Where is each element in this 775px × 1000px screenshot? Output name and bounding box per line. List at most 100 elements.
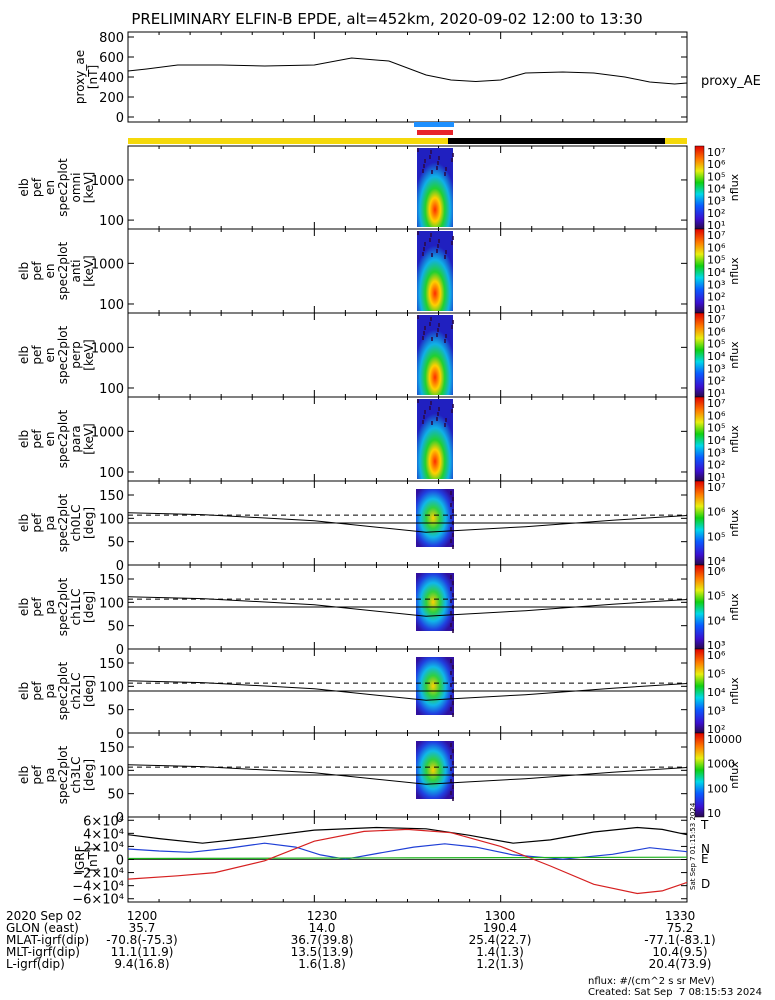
- spectrogram-data: [417, 148, 453, 227]
- colorbar-tick-label: 10⁶: [707, 241, 726, 254]
- spectrogram-speckle: [444, 423, 446, 427]
- colorbar-tick-label: 10⁶: [707, 409, 726, 422]
- colorbar-tick-label: 10³: [707, 639, 725, 652]
- spectrogram-speckle: [423, 331, 425, 335]
- footer-row-label: MLT-igrf(dip): [6, 945, 80, 959]
- footer-row-value: -70.8(-75.3): [106, 933, 178, 947]
- spectrogram-speckle: [444, 172, 446, 176]
- footer-row-value: -77.1(-83.1): [644, 933, 716, 947]
- y-axis-label-line: pef: [30, 261, 44, 281]
- panel-pa_spec2plot_ch1LC: 0 50 100 150 elb pef pa spec2plot ch1LC [deg] 10⁶ 1…: [17, 564, 741, 658]
- colorbar-label: nflux: [728, 761, 741, 789]
- spectrogram-speckle: [450, 491, 452, 495]
- spectrogram-speckle: [452, 665, 454, 669]
- y-axis-label-line: [keV]: [82, 339, 96, 370]
- footer-ephemeris: 2020 Sep 02 1200 1230 1300 1330 GLON (east) 35…: [0, 910, 775, 982]
- colorbar: [694, 564, 705, 650]
- colorbar-label: nflux: [728, 341, 741, 369]
- colorbar-tick-label: 10⁶: [707, 649, 726, 662]
- spectrogram-speckle: [430, 150, 432, 154]
- y-tick-label: 0: [116, 727, 124, 742]
- footer-row-label: MLAT-igrf(dip): [6, 933, 90, 947]
- footer-row-value: 20.4(73.9): [648, 957, 712, 971]
- spectrogram-speckle: [451, 241, 453, 245]
- colorbar-label: nflux: [728, 425, 741, 453]
- science-zone-bar-blue: [414, 122, 454, 127]
- colorbar-tick-label: 10¹: [707, 219, 725, 232]
- colorbar: [694, 228, 705, 314]
- colorbar-tick-label: 10⁵: [707, 530, 725, 543]
- spectrogram-speckle: [436, 166, 438, 170]
- spectrogram-speckle: [445, 418, 447, 422]
- footer-row: MLT-igrf(dip) 11.1(11.9) 13.5(13.9) 1.4(1.3…: [0, 946, 775, 958]
- spectrogram-speckle: [450, 527, 452, 531]
- colorbar-label: nflux: [728, 509, 741, 537]
- spectrogram-speckle: [422, 169, 424, 173]
- spectrogram-speckle: [452, 749, 454, 753]
- footer-row-label: L-igrf(dip): [6, 957, 65, 971]
- spectrogram-speckle: [430, 233, 432, 237]
- colorbar-tick-label: 10¹: [707, 387, 725, 400]
- colorbar-label: nflux: [728, 677, 741, 705]
- footer-row-value: 1.6(1.8): [298, 957, 346, 971]
- colorbar-tick-label: 10²: [707, 207, 725, 220]
- spectrogram-speckle: [417, 399, 419, 403]
- y-axis-label-line: para: [69, 425, 83, 452]
- y-axis-label-line: elb: [17, 682, 31, 700]
- spectrogram-speckle: [452, 545, 454, 549]
- spectrogram-speckle: [417, 148, 419, 152]
- spectrogram-speckle: [437, 244, 439, 248]
- y-tick-label: −6×10⁴: [72, 893, 124, 908]
- y-tick-label: 1000: [91, 425, 124, 440]
- spectrogram-speckle: [452, 533, 454, 537]
- colorbar-tick-label: 10⁶: [707, 158, 726, 171]
- spectrogram-speckle: [424, 242, 426, 246]
- footer-row: 2020 Sep 02 1200 1230 1300 1330: [0, 910, 775, 922]
- colorbar-tick-label: 10⁴: [707, 350, 726, 363]
- y-axis-label-line: [nT]: [86, 65, 100, 89]
- science-zone-bar-red: [417, 130, 453, 135]
- spectrogram-speckle: [452, 713, 454, 717]
- footer-row-value: 10.4(9.5): [652, 945, 708, 959]
- side-date: Sat Sep 7 01:15:53 2024: [689, 802, 697, 890]
- colorbar-tick-label: 10⁴: [707, 266, 726, 279]
- colorbar-tick-label: 10²: [707, 459, 725, 472]
- spectrogram-speckle: [452, 153, 454, 157]
- y-axis-label-line: [keV]: [82, 423, 96, 454]
- spectrogram-speckle: [422, 420, 424, 424]
- region-bar-gold-left: [128, 138, 448, 144]
- spectrogram-speckle: [450, 743, 452, 747]
- panel-frame: [127, 228, 688, 314]
- y-tick-label: 150: [99, 573, 124, 588]
- colorbar-tick-label: 10⁶: [707, 325, 726, 338]
- spectrogram-speckle: [431, 337, 433, 341]
- y-axis-label-line: elb: [17, 430, 31, 448]
- igrf-series-E: [127, 856, 688, 860]
- y-axis-label-line: [keV]: [82, 172, 96, 203]
- y-tick-label: 150: [99, 489, 124, 504]
- colorbar-tick-label: 10⁵: [707, 170, 725, 183]
- spectrogram-speckle: [450, 791, 452, 795]
- colorbar: [694, 732, 705, 818]
- spectrogram-data: [417, 399, 453, 479]
- colorbar-label: nflux: [728, 173, 741, 201]
- igrf-series-D: [127, 828, 688, 895]
- proxy-ae-line: [127, 57, 688, 85]
- y-axis-label-line: spec2plot: [56, 493, 70, 552]
- spectrogram-data: [416, 489, 454, 547]
- footer-row-value: 1300: [484, 909, 516, 923]
- y-tick-label: 50: [107, 620, 124, 635]
- y-tick-label: 100: [99, 382, 124, 397]
- spectrogram-speckle: [430, 317, 432, 321]
- spectrogram-speckle: [450, 611, 452, 615]
- y-axis-label-line: elb: [17, 346, 31, 364]
- footer-row-value: 1330: [664, 909, 696, 923]
- colorbar-tick-label: 10⁴: [707, 614, 726, 627]
- colorbar-tick-label: 10⁵: [707, 254, 725, 267]
- igrf-legend-D: D: [701, 877, 710, 891]
- footer-row: GLON (east) 35.7 14.0 190.4 75.2: [0, 922, 775, 934]
- y-tick-label: 0: [116, 854, 124, 869]
- spectrogram-speckle: [450, 767, 452, 771]
